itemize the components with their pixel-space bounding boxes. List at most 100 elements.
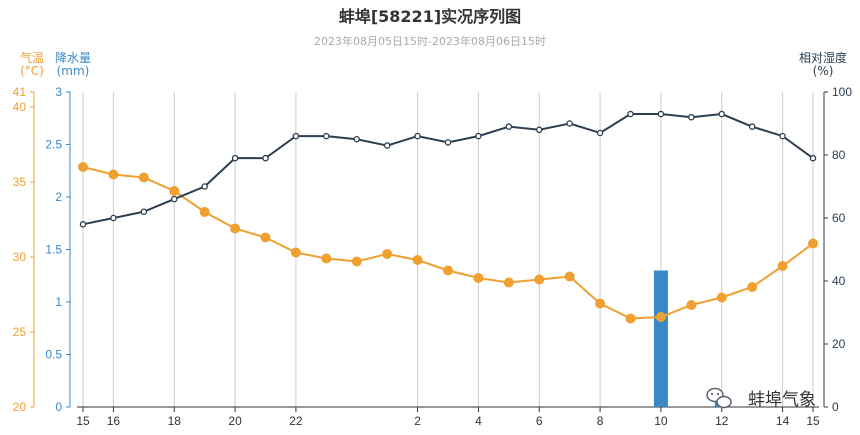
humidity-point xyxy=(566,120,573,127)
chart-title: 蚌埠[58221]实况序列图 xyxy=(339,7,521,26)
temperature-point xyxy=(747,282,758,292)
temperature-point xyxy=(777,261,788,271)
humidity-point xyxy=(444,139,452,146)
x-tick-label: 10 xyxy=(654,414,668,428)
humidity-point xyxy=(475,132,482,140)
temperature-axis-tick-label: 30 xyxy=(13,250,27,264)
humidity-point xyxy=(809,154,817,162)
humidity-axis-unit: (%) xyxy=(813,64,834,78)
x-tick-label: 20 xyxy=(228,414,242,428)
chart-subtitle: 2023年08月05日15时-2023年08月06日15时 xyxy=(314,34,546,48)
x-tick-label: 16 xyxy=(107,414,121,428)
temperature-axis-tick-label: 35 xyxy=(13,175,27,189)
humidity-point xyxy=(505,123,513,130)
humidity-point xyxy=(110,214,117,222)
temperature-point xyxy=(564,271,575,282)
temperature-point xyxy=(808,238,818,249)
humidity-point xyxy=(140,208,148,215)
humidity-point xyxy=(627,110,634,118)
humidity-point xyxy=(779,132,786,140)
watermark-text: 蚌埠气象 xyxy=(748,390,816,410)
humidity-point xyxy=(383,142,391,149)
humidity-axis-tick-label: 40 xyxy=(832,274,846,288)
x-tick-label: 2 xyxy=(414,414,421,428)
temperature-point xyxy=(473,273,484,283)
humidity-point xyxy=(323,132,330,140)
x-tick-label: 6 xyxy=(536,414,543,428)
precipitation-axis-tick-label: 0 xyxy=(55,400,62,414)
temperature-point xyxy=(686,300,697,310)
precipitation-axis-tick-label: 2.5 xyxy=(45,138,62,152)
temperature-point xyxy=(503,277,514,288)
temperature-axis-tick-label: 20 xyxy=(13,400,27,414)
humidity-axis-tick-label: 80 xyxy=(832,148,846,162)
temperature-point xyxy=(199,207,210,217)
x-tick-label: 4 xyxy=(475,414,482,428)
humidity-point xyxy=(596,129,604,137)
temperature-axis-tick-label: 41 xyxy=(13,85,27,99)
watermark: 蚌埠气象 xyxy=(706,387,816,410)
temperature-point xyxy=(716,292,727,303)
precipitation-axis-name: 降水量 xyxy=(55,51,91,65)
temperature-axis-name: 气温 xyxy=(20,50,44,65)
temperature-point xyxy=(290,247,301,258)
temperature-point xyxy=(534,274,545,285)
precipitation-axis-tick-label: 0.5 xyxy=(45,348,62,362)
temperature-point xyxy=(78,162,88,172)
temperature-point xyxy=(138,172,149,183)
temperature-point xyxy=(260,232,271,243)
temperature-point xyxy=(382,249,393,259)
temperature-point xyxy=(351,256,362,267)
humidity-point xyxy=(657,110,665,118)
temperature-point xyxy=(321,253,332,264)
temperature-point xyxy=(595,298,606,309)
humidity-point xyxy=(718,110,726,118)
humidity-point xyxy=(231,154,239,162)
humidity-axis-tick-label: 100 xyxy=(832,85,852,99)
temperature-axis-tick-label: 25 xyxy=(13,325,27,339)
x-tick-label: 15 xyxy=(806,414,820,428)
humidity-point xyxy=(353,135,360,143)
x-tick-label: 22 xyxy=(289,414,303,428)
temperature-point xyxy=(655,312,666,322)
humidity-point xyxy=(748,123,756,130)
temperature-point xyxy=(230,223,241,234)
temperature-point xyxy=(443,265,453,276)
temperature-axis-unit: (°C) xyxy=(20,64,44,78)
precipitation-axis-tick-label: 3 xyxy=(55,85,62,99)
temperature-point xyxy=(625,313,636,324)
temperature-axis-tick-label: 40 xyxy=(13,100,27,114)
humidity-point xyxy=(536,126,543,134)
humidity-axis-tick-label: 0 xyxy=(832,400,839,414)
humidity-point xyxy=(201,183,208,190)
humidity-point xyxy=(262,154,269,162)
x-tick-label: 8 xyxy=(597,414,604,428)
precipitation-bar xyxy=(653,270,668,407)
humidity-axis-tick-label: 20 xyxy=(832,337,846,351)
x-tick-label: 12 xyxy=(715,414,729,428)
x-tick-label: 14 xyxy=(776,414,790,428)
humidity-axis-tick-label: 60 xyxy=(832,211,846,225)
x-tick-label: 18 xyxy=(168,414,182,428)
x-tick-labels: 15 16 18 20 22 2 4 6 8 10 12 14 15 xyxy=(76,414,820,428)
humidity-axis-name: 相对湿度 xyxy=(799,50,847,65)
precipitation-bars xyxy=(653,270,729,407)
temperature-point xyxy=(108,169,119,180)
temperature-line xyxy=(82,166,814,320)
precipitation-axis-unit: (mm) xyxy=(57,64,90,78)
series-points xyxy=(78,110,818,324)
wechat-icon xyxy=(706,387,732,409)
precipitation-axis-tick-label: 1 xyxy=(55,295,62,309)
x-tick-label: 15 xyxy=(76,414,90,428)
humidity-line xyxy=(82,113,814,226)
temperature-point xyxy=(169,186,180,196)
humidity-point xyxy=(170,195,178,203)
precipitation-axis-tick-label: 1.5 xyxy=(45,243,62,257)
precipitation-axis-tick-label: 2 xyxy=(55,190,62,204)
temperature-point xyxy=(412,255,423,265)
humidity-point xyxy=(414,132,421,140)
humidity-point xyxy=(79,221,87,228)
humidity-point xyxy=(292,132,300,140)
